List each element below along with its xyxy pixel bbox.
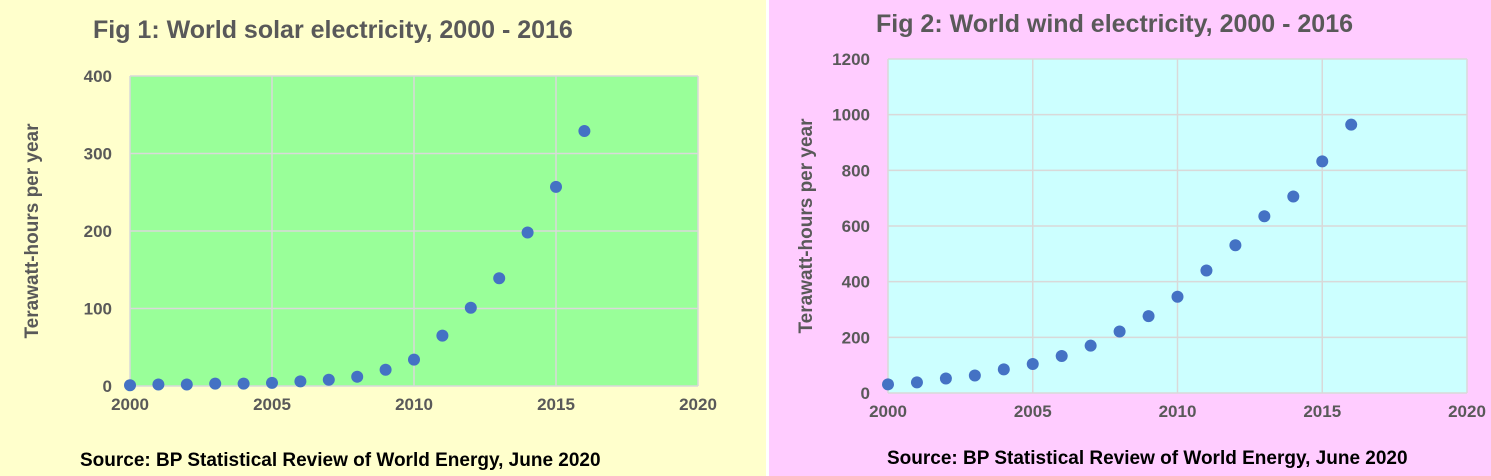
solar-x-tick-label: 2020 bbox=[679, 395, 717, 414]
wind-x-tick-label: 2015 bbox=[1303, 402, 1341, 421]
solar-x-tick-label: 2015 bbox=[537, 395, 575, 414]
solar-data-point bbox=[550, 180, 562, 193]
solar-data-point bbox=[464, 301, 477, 314]
solar-data-point bbox=[436, 329, 449, 342]
solar-data-point bbox=[493, 272, 506, 285]
wind-data-point bbox=[882, 378, 894, 391]
solar-data-point bbox=[294, 375, 307, 388]
wind-data-point bbox=[1026, 358, 1039, 371]
solar-data-point bbox=[152, 378, 165, 391]
solar-data-point bbox=[379, 363, 392, 376]
solar-data-point bbox=[578, 125, 591, 138]
solar-y-axis-label: Terawatt-hours per year bbox=[22, 123, 43, 339]
wind-data-point bbox=[1113, 325, 1126, 338]
solar-x-tick-label: 2000 bbox=[111, 395, 149, 414]
wind-data-point bbox=[1287, 190, 1300, 203]
solar-y-tick-label: 100 bbox=[84, 300, 112, 319]
wind-data-point bbox=[1345, 118, 1358, 131]
wind-y-tick-label: 400 bbox=[842, 273, 870, 292]
wind-data-point bbox=[910, 376, 923, 389]
wind-y-tick-label: 600 bbox=[842, 217, 870, 236]
wind-y-tick-label: 800 bbox=[842, 161, 870, 180]
wind-y-axis-label: Terawatt-hours per year bbox=[796, 118, 817, 334]
solar-y-tick-label: 0 bbox=[103, 377, 112, 396]
solar-data-point bbox=[521, 226, 534, 239]
solar-data-point bbox=[209, 377, 222, 390]
wind-y-tick-label: 200 bbox=[842, 328, 870, 347]
wind-y-tick-label: 1200 bbox=[832, 50, 870, 69]
wind-chart-title: Fig 2: World wind electricity, 2000 - 20… bbox=[876, 10, 1354, 38]
solar-data-point bbox=[351, 370, 364, 383]
wind-x-tick-label: 2000 bbox=[869, 402, 907, 421]
wind-x-tick-label: 2020 bbox=[1448, 402, 1486, 421]
wind-data-point bbox=[1316, 155, 1329, 168]
solar-data-point bbox=[180, 378, 193, 391]
wind-y-tick-label: 1000 bbox=[832, 106, 870, 125]
solar-source-note: Source: BP Statistical Review of World E… bbox=[80, 450, 601, 471]
wind-x-tick-label: 2010 bbox=[1159, 402, 1197, 421]
solar-data-point bbox=[124, 379, 136, 392]
solar-data-point bbox=[322, 373, 335, 386]
wind-data-point bbox=[1171, 290, 1184, 303]
wind-data-point bbox=[1084, 339, 1097, 352]
solar-data-point bbox=[266, 376, 278, 389]
wind-data-point bbox=[939, 372, 952, 385]
wind-data-point bbox=[1258, 210, 1271, 223]
solar-y-tick-label: 400 bbox=[84, 67, 112, 86]
wind-data-point bbox=[1142, 310, 1155, 323]
wind-data-point bbox=[1229, 239, 1242, 252]
solar-y-tick-label: 200 bbox=[84, 222, 112, 241]
wind-data-point bbox=[968, 369, 981, 382]
solar-data-point bbox=[237, 377, 250, 390]
wind-data-point bbox=[1200, 264, 1213, 277]
wind-source-note: Source: BP Statistical Review of World E… bbox=[887, 448, 1408, 469]
solar-chart-title: Fig 1: World solar electricity, 2000 - 2… bbox=[93, 16, 573, 44]
wind-x-tick-label: 2005 bbox=[1014, 402, 1052, 421]
solar-x-tick-label: 2005 bbox=[253, 395, 291, 414]
wind-data-point bbox=[1055, 349, 1068, 362]
wind-y-tick-label: 0 bbox=[861, 384, 870, 403]
solar-x-tick-label: 2010 bbox=[395, 395, 433, 414]
panel-divider bbox=[766, 0, 769, 476]
solar-y-tick-label: 300 bbox=[84, 145, 112, 164]
solar-scatter-chart: 2000 2005 2010 2015 2020 0 100 200 300 400 Terawat… bbox=[22, 67, 717, 414]
wind-data-point bbox=[997, 363, 1010, 376]
solar-data-point bbox=[408, 353, 420, 366]
